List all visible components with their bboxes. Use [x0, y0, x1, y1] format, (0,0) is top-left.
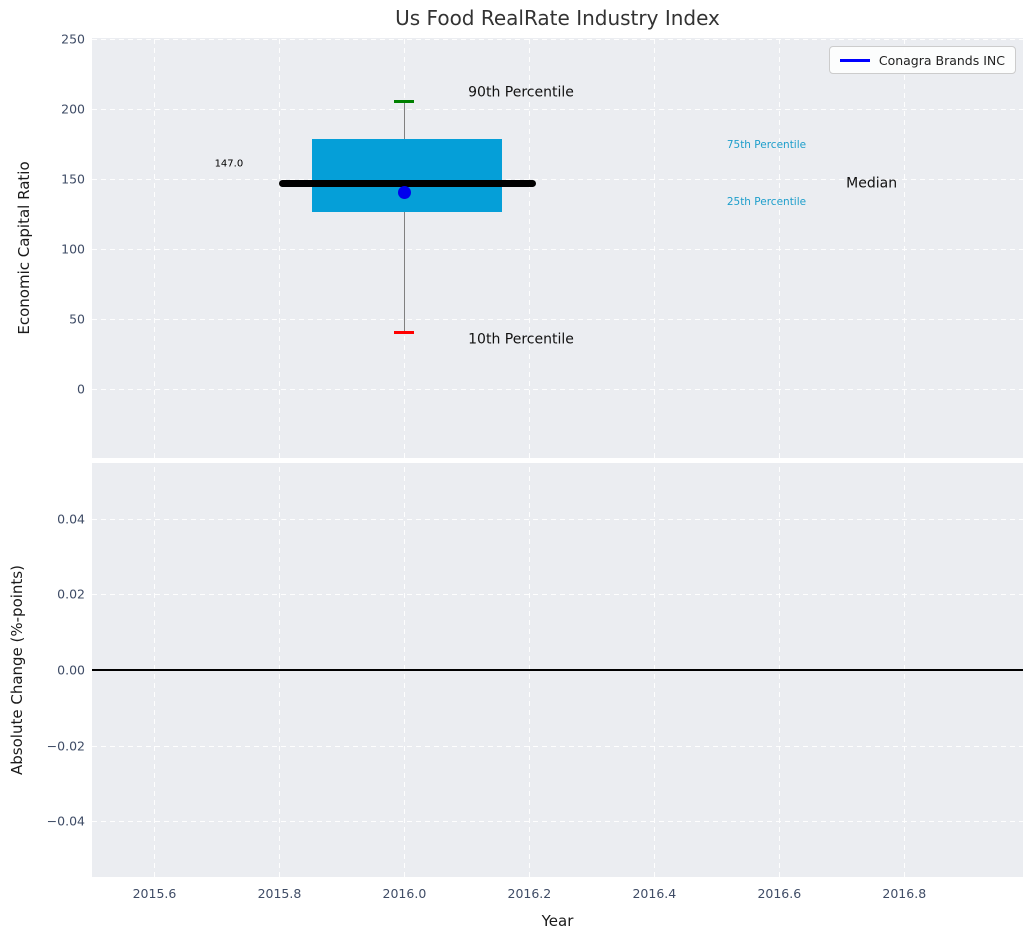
x-tick-label: 2016.8 [882, 886, 927, 901]
y-tick-label-bottom: 0.04 [57, 511, 85, 527]
gridline-horizontal [92, 745, 1023, 747]
company-data-point [397, 185, 411, 199]
chart-title: Us Food RealRate Industry Index [395, 6, 720, 30]
gridline-horizontal [92, 594, 1023, 596]
absolute-change-plot-area [92, 463, 1023, 877]
gridline-vertical [904, 38, 906, 458]
gridline-horizontal [92, 179, 1023, 181]
gridline-horizontal [92, 319, 1023, 321]
y-tick-label-top: 150 [61, 171, 85, 187]
median-value-annotation: 147.0 [214, 158, 244, 170]
legend-label: Conagra Brands INC [878, 52, 1005, 68]
gridline-vertical [654, 38, 656, 458]
gridline-horizontal [92, 821, 1023, 823]
x-axis-label-year: Year [541, 912, 574, 930]
gridline-horizontal [92, 518, 1023, 520]
gridline-horizontal [92, 109, 1023, 111]
gridline-vertical [154, 38, 156, 458]
y-tick-label-top: 100 [61, 241, 85, 257]
gridline-horizontal [92, 39, 1023, 41]
y-tick-label-bottom: −0.04 [46, 813, 85, 829]
box-iqr [311, 138, 502, 212]
gridline-vertical [279, 38, 281, 458]
p10-cap [394, 330, 415, 334]
y-tick-label-top: 200 [61, 101, 85, 117]
x-tick-label: 2016.0 [382, 886, 427, 901]
gridline-horizontal [92, 389, 1023, 391]
gridline-horizontal [92, 249, 1023, 251]
p75-annotation: 75th Percentile [726, 139, 807, 152]
gridline-vertical [529, 38, 531, 458]
y-tick-label-top: 0 [77, 381, 85, 397]
median-line [279, 180, 536, 188]
median-annotation: Median [846, 174, 898, 191]
y-tick-label-bottom: 0.02 [57, 586, 85, 602]
legend-line-sample [839, 58, 870, 62]
x-tick-label: 2016.6 [757, 886, 802, 901]
y-tick-label-top: 50 [69, 311, 85, 327]
x-tick-label: 2016.2 [507, 886, 552, 901]
zero-line [92, 669, 1023, 671]
y-tick-label-top: 250 [61, 31, 85, 47]
p90-annotation: 90th Percentile [468, 83, 574, 100]
p10-annotation: 10th Percentile [468, 331, 574, 348]
p90-cap [394, 99, 415, 103]
whisker-line [403, 101, 406, 332]
y-tick-label-bottom: 0.00 [57, 662, 85, 678]
legend: Conagra Brands INC [828, 46, 1016, 74]
economic-capital-ratio-plot-area: 90th Percentile 10th Percentile 147.0 75th … [92, 38, 1023, 458]
x-tick-label: 2015.6 [132, 886, 177, 901]
gridline-vertical [779, 38, 781, 458]
p25-annotation: 25th Percentile [726, 196, 807, 209]
x-tick-label: 2015.8 [257, 886, 302, 901]
x-tick-label: 2016.4 [632, 886, 677, 901]
y-tick-label-bottom: −0.02 [46, 738, 85, 754]
